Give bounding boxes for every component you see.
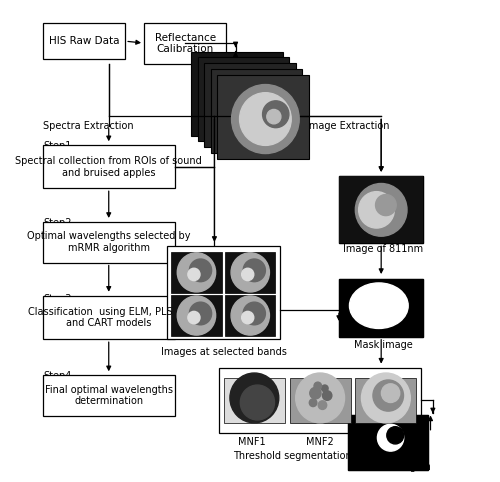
Text: Bruised region: Bruised region: [360, 462, 430, 472]
Circle shape: [242, 311, 254, 324]
Circle shape: [243, 259, 266, 281]
Text: Step3: Step3: [43, 294, 72, 304]
Circle shape: [231, 253, 270, 292]
Circle shape: [188, 311, 200, 324]
Text: Classification  using ELM, PLS-DA
and CART models: Classification using ELM, PLS-DA and CAR…: [28, 307, 190, 328]
Bar: [210, 69, 302, 153]
Circle shape: [242, 268, 254, 281]
Text: MNF1: MNF1: [238, 437, 266, 446]
Circle shape: [358, 192, 394, 228]
Bar: [171, 295, 222, 336]
Text: Threshold segmentation by OSTU: Threshold segmentation by OSTU: [233, 451, 397, 461]
Text: Image of 811nm: Image of 811nm: [344, 244, 423, 254]
Text: Optimal wavelengths selected by
mRMR algorithm: Optimal wavelengths selected by mRMR alg…: [27, 231, 190, 253]
Text: Masking: Masking: [364, 282, 404, 293]
Text: Image Extraction: Image Extraction: [306, 121, 390, 131]
Circle shape: [190, 302, 212, 325]
Circle shape: [387, 427, 404, 444]
Text: Step2: Step2: [43, 218, 72, 228]
Circle shape: [243, 302, 266, 325]
Bar: [224, 377, 285, 423]
Circle shape: [240, 93, 291, 146]
Circle shape: [296, 373, 344, 423]
Circle shape: [382, 384, 400, 402]
Circle shape: [240, 385, 274, 420]
Circle shape: [178, 296, 216, 335]
Text: Step4: Step4: [43, 371, 72, 381]
Text: HIS Raw Data: HIS Raw Data: [49, 36, 120, 46]
Text: Mask image: Mask image: [354, 340, 413, 350]
Bar: [348, 415, 428, 470]
Circle shape: [322, 385, 328, 392]
Bar: [348, 415, 428, 470]
Circle shape: [232, 84, 299, 154]
Ellipse shape: [350, 283, 408, 328]
Bar: [339, 280, 423, 337]
Circle shape: [314, 382, 322, 390]
Bar: [144, 23, 226, 64]
Bar: [43, 145, 174, 188]
Bar: [171, 252, 222, 293]
Circle shape: [310, 399, 317, 407]
Bar: [339, 176, 423, 243]
Circle shape: [230, 373, 279, 423]
Circle shape: [190, 259, 212, 281]
Bar: [225, 252, 276, 293]
Circle shape: [373, 380, 404, 411]
Bar: [225, 295, 276, 336]
Bar: [219, 368, 421, 433]
Bar: [43, 296, 174, 339]
Text: Final optimal wavelengths
determination: Final optimal wavelengths determination: [44, 385, 172, 406]
Bar: [43, 222, 174, 263]
Bar: [348, 415, 428, 470]
Text: Step1: Step1: [43, 141, 72, 151]
Circle shape: [376, 195, 396, 215]
Bar: [204, 63, 296, 147]
Circle shape: [362, 373, 410, 423]
Bar: [191, 52, 282, 135]
Circle shape: [378, 424, 404, 451]
Bar: [339, 176, 423, 243]
Bar: [43, 375, 174, 416]
Circle shape: [231, 296, 270, 335]
Circle shape: [188, 268, 200, 281]
Text: MNF transform: MNF transform: [233, 371, 306, 381]
Text: Spectra Extraction: Spectra Extraction: [43, 121, 134, 131]
Bar: [217, 75, 309, 159]
Circle shape: [267, 109, 281, 124]
Circle shape: [356, 184, 407, 236]
Text: Spectral collection from ROIs of sound
and bruised apples: Spectral collection from ROIs of sound a…: [16, 156, 202, 177]
Bar: [198, 57, 289, 141]
Circle shape: [262, 101, 289, 128]
Bar: [339, 280, 423, 337]
Bar: [43, 23, 125, 59]
Bar: [339, 280, 423, 337]
Circle shape: [178, 253, 216, 292]
Circle shape: [322, 391, 332, 401]
Circle shape: [310, 388, 321, 399]
Bar: [168, 246, 280, 339]
Text: Reflectance
Calibration: Reflectance Calibration: [154, 32, 216, 54]
Bar: [356, 377, 416, 423]
Text: MNF3: MNF3: [374, 437, 402, 446]
Circle shape: [318, 401, 326, 409]
Text: MNF2: MNF2: [306, 437, 334, 446]
Bar: [339, 176, 423, 243]
Text: Images at selected bands: Images at selected bands: [161, 348, 287, 357]
Bar: [290, 377, 350, 423]
